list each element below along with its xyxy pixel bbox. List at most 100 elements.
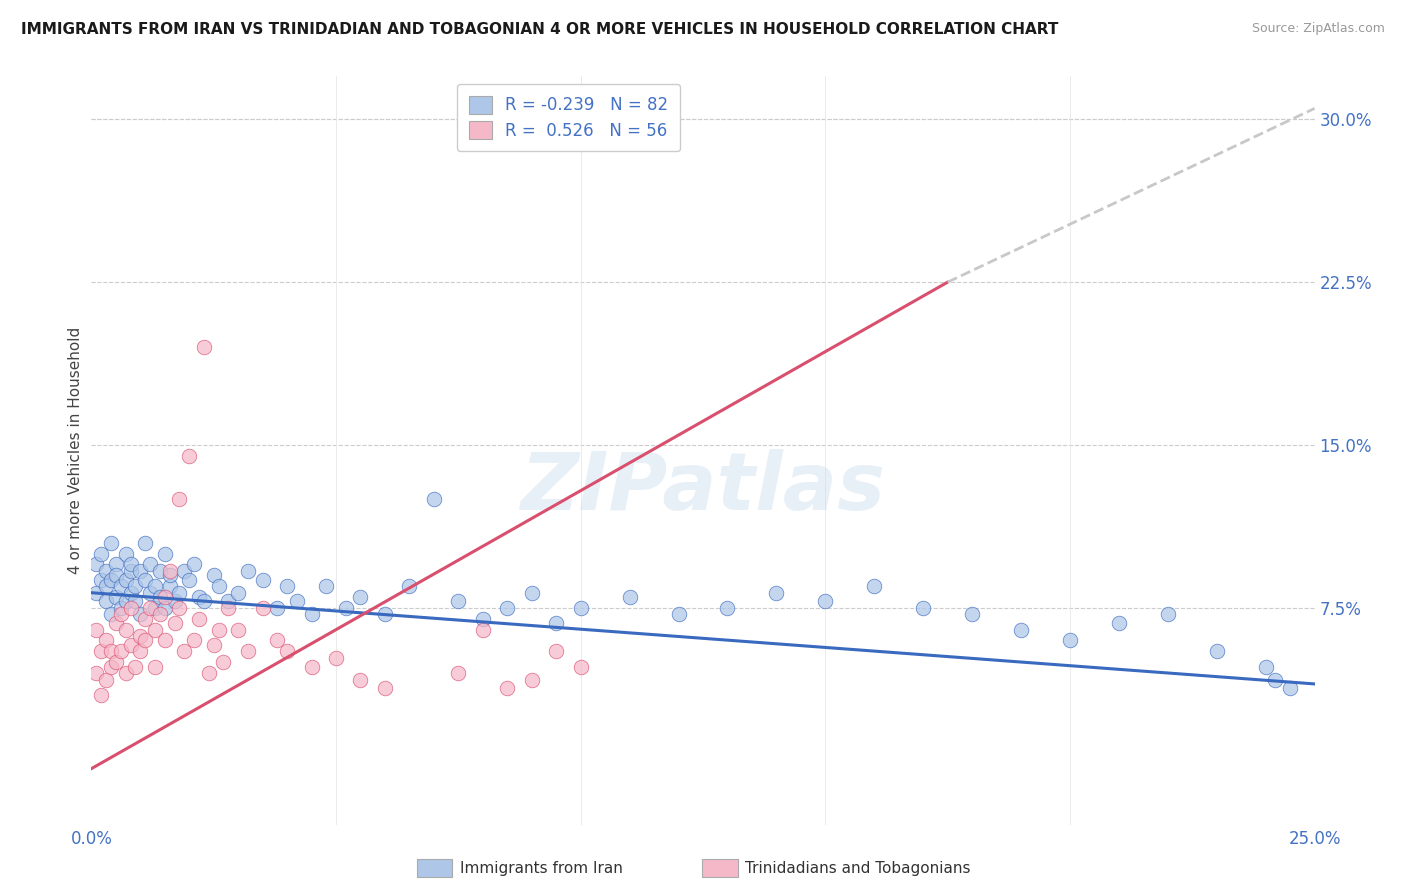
Point <box>159 568 181 582</box>
Point <box>188 612 211 626</box>
Point <box>114 666 136 681</box>
Point <box>104 590 127 604</box>
Point <box>129 564 152 578</box>
Point <box>169 601 191 615</box>
Point <box>207 579 229 593</box>
Point <box>134 535 156 549</box>
Point <box>120 585 142 599</box>
Point <box>236 644 259 658</box>
Point <box>120 638 142 652</box>
Point <box>252 601 274 615</box>
Point <box>471 612 494 626</box>
Point <box>212 655 235 669</box>
Point <box>110 607 132 622</box>
Point <box>153 633 176 648</box>
Point <box>124 659 146 673</box>
Point <box>398 579 420 593</box>
Point <box>134 573 156 587</box>
Point <box>149 607 172 622</box>
Point <box>143 579 166 593</box>
Point <box>90 688 112 702</box>
Point <box>129 629 152 643</box>
Point <box>179 573 201 587</box>
Point <box>129 607 152 622</box>
Point <box>90 573 112 587</box>
Point <box>236 564 259 578</box>
Point <box>520 673 543 687</box>
Point <box>173 644 195 658</box>
Point <box>94 633 117 648</box>
Point <box>159 564 181 578</box>
Point <box>1108 616 1130 631</box>
Point <box>285 594 308 608</box>
Point <box>100 535 122 549</box>
Point <box>149 590 172 604</box>
Point <box>863 579 886 593</box>
Point <box>447 594 470 608</box>
Point <box>100 573 122 587</box>
Point <box>90 644 112 658</box>
Point <box>84 558 107 572</box>
Point <box>716 601 738 615</box>
Point <box>173 564 195 578</box>
Text: Trinidadians and Tobagonians: Trinidadians and Tobagonians <box>745 862 970 876</box>
Point <box>546 644 568 658</box>
Point <box>104 568 127 582</box>
Point <box>110 601 132 615</box>
Point <box>139 585 162 599</box>
Point <box>1010 623 1032 637</box>
Point <box>496 601 519 615</box>
Point <box>374 607 396 622</box>
Y-axis label: 4 or more Vehicles in Household: 4 or more Vehicles in Household <box>67 326 83 574</box>
Point <box>546 616 568 631</box>
Point <box>94 564 117 578</box>
Point <box>447 666 470 681</box>
Point <box>374 681 396 696</box>
Point <box>120 601 142 615</box>
Point <box>100 659 122 673</box>
Point <box>198 666 221 681</box>
Point <box>104 655 127 669</box>
Point <box>114 623 136 637</box>
Point <box>143 659 166 673</box>
Point <box>100 644 122 658</box>
Bar <box>702 859 738 877</box>
Point <box>1205 644 1227 658</box>
Point <box>619 590 641 604</box>
Text: IMMIGRANTS FROM IRAN VS TRINIDADIAN AND TOBAGONIAN 4 OR MORE VEHICLES IN HOUSEHO: IMMIGRANTS FROM IRAN VS TRINIDADIAN AND … <box>21 22 1059 37</box>
Point <box>110 644 132 658</box>
Legend: R = -0.239   N = 82, R =  0.526   N = 56: R = -0.239 N = 82, R = 0.526 N = 56 <box>457 84 681 152</box>
Point <box>217 601 239 615</box>
Point <box>153 547 176 561</box>
Point <box>668 607 690 622</box>
Point <box>153 590 176 604</box>
Point <box>335 601 357 615</box>
Point <box>423 492 446 507</box>
Point <box>120 558 142 572</box>
Point <box>104 616 127 631</box>
Point <box>217 594 239 608</box>
Point <box>129 644 152 658</box>
Text: Source: ZipAtlas.com: Source: ZipAtlas.com <box>1251 22 1385 36</box>
Point <box>94 579 117 593</box>
Point <box>90 547 112 561</box>
Point <box>153 601 176 615</box>
Point <box>1157 607 1180 622</box>
Point <box>163 616 186 631</box>
Point <box>124 579 146 593</box>
Point <box>1264 673 1286 687</box>
Point <box>163 594 186 608</box>
Point <box>84 623 107 637</box>
Point <box>114 594 136 608</box>
Point <box>202 638 225 652</box>
Point <box>765 585 787 599</box>
Point <box>134 612 156 626</box>
Point <box>226 585 249 599</box>
Point <box>960 607 983 622</box>
Point <box>94 673 117 687</box>
Point <box>139 558 162 572</box>
Point <box>349 673 371 687</box>
Point <box>471 623 494 637</box>
Point <box>114 573 136 587</box>
Point <box>569 601 592 615</box>
